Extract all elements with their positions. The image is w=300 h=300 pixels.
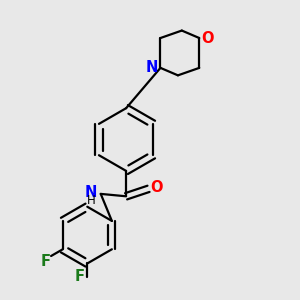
- Text: O: O: [201, 31, 214, 46]
- Text: N: N: [146, 60, 158, 75]
- Text: N: N: [85, 185, 98, 200]
- Text: F: F: [75, 269, 85, 284]
- Text: O: O: [151, 180, 163, 195]
- Text: H: H: [87, 194, 95, 207]
- Text: F: F: [41, 254, 51, 269]
